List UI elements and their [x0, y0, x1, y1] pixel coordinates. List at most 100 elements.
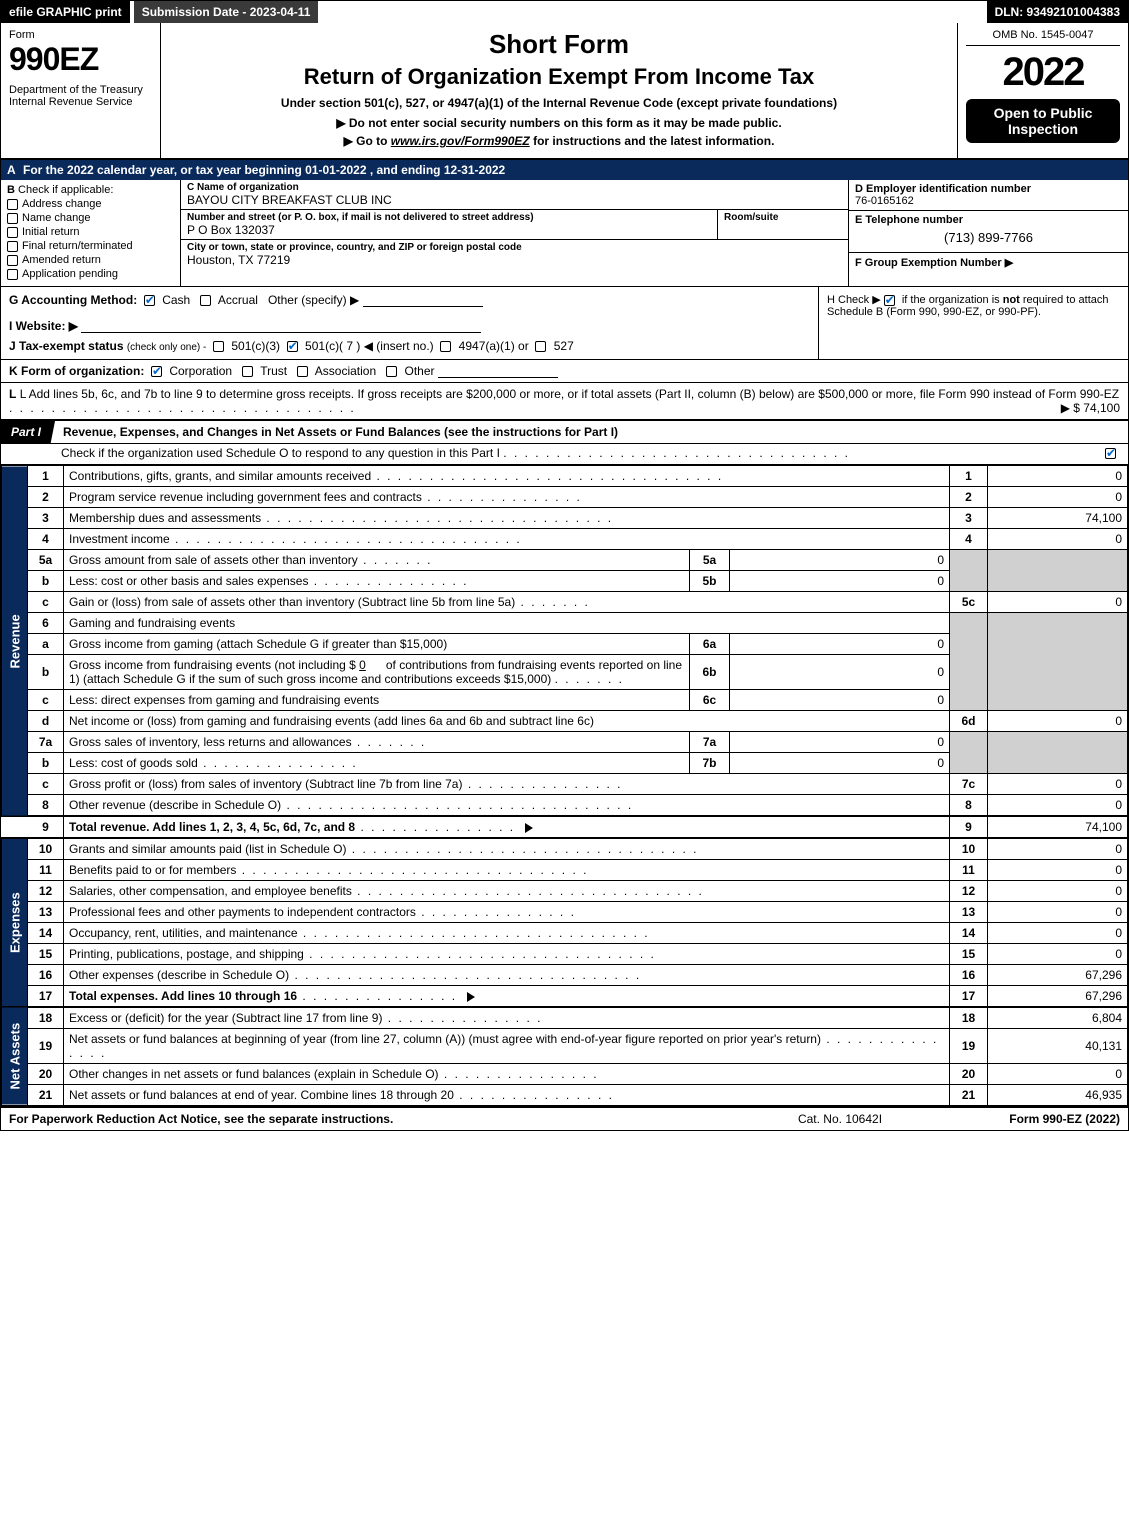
- other-org-blank[interactable]: [438, 366, 558, 378]
- form-label: Form: [9, 29, 152, 41]
- side-revenue: Revenue: [2, 466, 28, 817]
- website-blank[interactable]: [81, 321, 481, 333]
- l19-ref: 19: [950, 1029, 988, 1064]
- part-i-sub-dots: [503, 446, 850, 460]
- l6b-desc1: Gross income from fundraising events (no…: [69, 658, 356, 672]
- c-name-val: BAYOU CITY BREAKFAST CLUB INC: [187, 193, 842, 207]
- line-3: 3 Membership dues and assessments 3 74,1…: [2, 508, 1128, 529]
- l18-val: 6,804: [988, 1007, 1128, 1029]
- line-a-letter: A: [7, 163, 16, 177]
- lbl-application-pending: Application pending: [22, 268, 118, 280]
- chk-501c3[interactable]: [213, 341, 224, 352]
- e-telephone: E Telephone number (713) 899-7766: [849, 211, 1128, 253]
- l19-num: 19: [28, 1029, 64, 1064]
- lbl-final-return: Final return/terminated: [22, 240, 133, 252]
- l6d-ref: 6d: [950, 711, 988, 732]
- lbl-accrual: Accrual: [218, 293, 258, 307]
- k-label: K Form of organization:: [9, 364, 144, 378]
- dln-label: DLN: 93492101004383: [987, 1, 1128, 23]
- chk-corporation[interactable]: [151, 366, 162, 377]
- line-9: 9 Total revenue. Add lines 1, 2, 3, 4, 5…: [2, 816, 1128, 838]
- l6b-num: b: [28, 655, 64, 690]
- l13-ref: 13: [950, 902, 988, 923]
- l5a-desc: Gross amount from sale of assets other t…: [69, 553, 358, 567]
- d-hdr: D Employer identification number: [855, 183, 1122, 195]
- l4-ref: 4: [950, 529, 988, 550]
- chk-501c[interactable]: [287, 341, 298, 352]
- chk-accrual[interactable]: [200, 295, 211, 306]
- lbl-4947: 4947(a)(1) or: [459, 339, 529, 353]
- line-10: Expenses 10 Grants and similar amounts p…: [2, 838, 1128, 860]
- line-2: 2 Program service revenue including gove…: [2, 487, 1128, 508]
- l21-val: 46,935: [988, 1085, 1128, 1106]
- irs-link[interactable]: www.irs.gov/Form990EZ: [391, 134, 530, 148]
- l15-num: 15: [28, 944, 64, 965]
- side-net-assets: Net Assets: [2, 1007, 28, 1106]
- l5a-subval: 0: [730, 550, 950, 571]
- row-l: L L Add lines 5b, 6c, and 7b to line 9 t…: [1, 383, 1128, 421]
- chk-schedule-o-part-i[interactable]: [1105, 448, 1116, 459]
- chk-amended-return[interactable]: [7, 255, 18, 266]
- line-17: 17 Total expenses. Add lines 10 through …: [2, 986, 1128, 1008]
- l16-desc: Other expenses (describe in Schedule O): [69, 968, 289, 982]
- part-i-sub-text: Check if the organization used Schedule …: [61, 446, 500, 460]
- l3-ref: 3: [950, 508, 988, 529]
- l7b-num: b: [28, 753, 64, 774]
- other-method-blank[interactable]: [363, 295, 483, 307]
- l-text: L Add lines 5b, 6c, and 7b to line 9 to …: [20, 387, 1119, 401]
- header-left: Form 990EZ Department of the Treasury In…: [1, 23, 161, 158]
- shade-6abc-val: [988, 613, 1128, 711]
- line-18: Net Assets 18 Excess or (deficit) for th…: [2, 1007, 1128, 1029]
- chk-name-change[interactable]: [7, 213, 18, 224]
- line-14: 14 Occupancy, rent, utilities, and maint…: [2, 923, 1128, 944]
- shade-7ab: [950, 732, 988, 774]
- l5a-sub: 5a: [690, 550, 730, 571]
- part-i-title: Revenue, Expenses, and Changes in Net As…: [63, 421, 1128, 443]
- shade-5ab-val: [988, 550, 1128, 592]
- l9-val: 74,100: [988, 816, 1128, 838]
- d-val: 76-0165162: [855, 195, 1122, 207]
- l21-num: 21: [28, 1085, 64, 1106]
- l21-ref: 21: [950, 1085, 988, 1106]
- side-expenses: Expenses: [2, 838, 28, 1007]
- l6b-subval: 0: [730, 655, 950, 690]
- line-21: 21 Net assets or fund balances at end of…: [2, 1085, 1128, 1106]
- line-6: 6 Gaming and fundraising events: [2, 613, 1128, 634]
- l11-num: 11: [28, 860, 64, 881]
- l16-val: 67,296: [988, 965, 1128, 986]
- chk-application-pending[interactable]: [7, 269, 18, 280]
- column-b: B Check if applicable: Address change Na…: [1, 180, 181, 286]
- chk-other-org[interactable]: [386, 366, 397, 377]
- l5b-desc: Less: cost or other basis and sales expe…: [69, 574, 308, 588]
- efile-print-label[interactable]: efile GRAPHIC print: [1, 1, 132, 23]
- row-k: K Form of organization: Corporation Trus…: [1, 360, 1128, 383]
- l5b-subval: 0: [730, 571, 950, 592]
- chk-cash[interactable]: [144, 295, 155, 306]
- chk-4947[interactable]: [440, 341, 451, 352]
- c-street: Number and street (or P. O. box, if mail…: [181, 210, 718, 239]
- form-header: Form 990EZ Department of the Treasury In…: [1, 23, 1128, 160]
- l7c-val: 0: [988, 774, 1128, 795]
- c-street-val: P O Box 132037: [187, 223, 711, 237]
- chk-trust[interactable]: [242, 366, 253, 377]
- chk-527[interactable]: [535, 341, 546, 352]
- row-h: H Check ▶ if the organization is not req…: [818, 287, 1128, 359]
- arrow-icon: [525, 823, 533, 833]
- line-8: 8 Other revenue (describe in Schedule O)…: [2, 795, 1128, 817]
- chk-association[interactable]: [297, 366, 308, 377]
- l13-num: 13: [28, 902, 64, 923]
- chk-final-return[interactable]: [7, 241, 18, 252]
- c-room: Room/suite: [718, 210, 848, 239]
- chk-initial-return[interactable]: [7, 227, 18, 238]
- l20-desc: Other changes in net assets or fund bala…: [69, 1067, 439, 1081]
- l10-val: 0: [988, 838, 1128, 860]
- lbl-initial-return: Initial return: [22, 226, 79, 238]
- lbl-name-change: Name change: [22, 212, 91, 224]
- l7b-desc: Less: cost of goods sold: [69, 756, 198, 770]
- l8-val: 0: [988, 795, 1128, 817]
- l7c-desc: Gross profit or (loss) from sales of inv…: [69, 777, 462, 791]
- l5c-num: c: [28, 592, 64, 613]
- l8-ref: 8: [950, 795, 988, 817]
- chk-address-change[interactable]: [7, 199, 18, 210]
- chk-schedule-b-not-required[interactable]: [884, 295, 895, 306]
